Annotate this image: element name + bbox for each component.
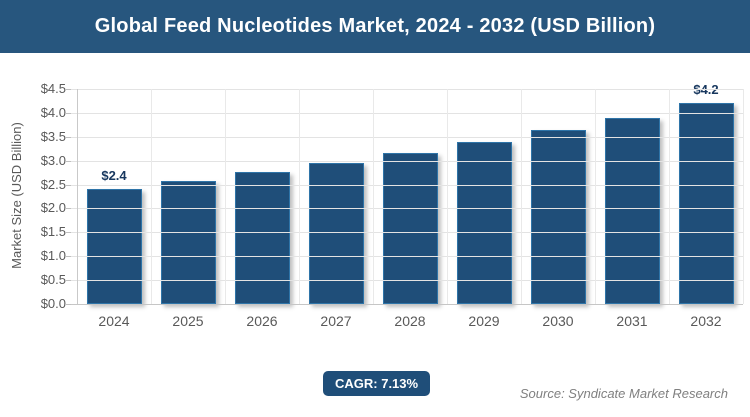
y-tick-mark bbox=[66, 136, 71, 138]
y-axis-tick-labels: $4.5 $4.0 $3.5 $3.0 $2.5 $2.0 $1.5 $1.0 $0.5 $0.0 bbox=[0, 82, 66, 311]
x-tick-label-2028: 2028 bbox=[394, 313, 426, 329]
gridline-v bbox=[669, 89, 670, 304]
gridline-v bbox=[521, 89, 522, 304]
y-tick-label: $4.0 bbox=[40, 104, 66, 120]
y-tick-label: $1.5 bbox=[40, 224, 66, 240]
source-attribution: Source: Syndicate Market Research bbox=[519, 386, 728, 401]
bar-2030 bbox=[530, 130, 586, 304]
y-tick-mark bbox=[66, 160, 71, 162]
y-axis-line bbox=[77, 89, 78, 304]
chart-title: Global Feed Nucleotides Market, 2024 - 2… bbox=[94, 15, 656, 37]
bar-2026 bbox=[234, 172, 290, 304]
bar-value-label-2024: $2.4 bbox=[101, 168, 127, 184]
bar-chart: Market Size (USD Billion) $4.5 $4.0 $3.5 $3… bbox=[0, 53, 750, 362]
y-tick-label: $0.0 bbox=[40, 296, 66, 311]
y-tick-mark bbox=[66, 280, 71, 282]
x-tick-label-2025: 2025 bbox=[172, 313, 204, 329]
x-tick-label-2026: 2026 bbox=[246, 313, 278, 329]
gridline-h bbox=[71, 136, 743, 138]
gridline-v bbox=[595, 89, 596, 304]
plot-area: $2.4 $4.2 2024 2025 2026 2027 2028 2029 2030 203… bbox=[66, 82, 744, 329]
chart-footer: CAGR: 7.13% Source: Syndicate Market Res… bbox=[0, 362, 750, 417]
gridline-h bbox=[71, 304, 743, 305]
x-tick-label-2030: 2030 bbox=[542, 313, 574, 329]
gridline-v bbox=[225, 89, 226, 304]
y-tick-label: $2.0 bbox=[40, 200, 66, 216]
y-tick-label: $1.0 bbox=[40, 248, 66, 264]
x-axis-tick-labels: 2024 2025 2026 2027 2028 2029 2030 2031 2032 bbox=[77, 313, 743, 333]
gridline-h bbox=[71, 89, 743, 90]
gridline-h bbox=[71, 232, 743, 234]
gridline-h bbox=[71, 184, 743, 186]
y-tick-mark bbox=[66, 184, 71, 186]
x-tick-label-2031: 2031 bbox=[616, 313, 648, 329]
y-tick-mark bbox=[66, 89, 71, 90]
y-tick-label: $0.5 bbox=[40, 272, 66, 288]
bar-2025 bbox=[160, 180, 216, 304]
x-tick-label-2029: 2029 bbox=[468, 313, 500, 329]
gridline-v bbox=[299, 89, 300, 304]
x-tick-label-2024: 2024 bbox=[98, 313, 130, 329]
bar-2024 bbox=[86, 189, 142, 304]
gridline-h bbox=[71, 280, 743, 282]
bar-2031 bbox=[604, 117, 660, 304]
cagr-badge: CAGR: 7.13% bbox=[323, 371, 431, 396]
chart-title-bar: Global Feed Nucleotides Market, 2024 - 2… bbox=[0, 0, 750, 53]
gridline-v bbox=[743, 89, 744, 304]
gridline-v bbox=[447, 89, 448, 304]
bars-group: $2.4 $4.2 bbox=[77, 82, 743, 304]
gridline-v bbox=[373, 89, 374, 304]
y-tick-mark bbox=[66, 112, 71, 114]
y-tick-label: $3.0 bbox=[40, 152, 66, 168]
y-tick-mark bbox=[66, 208, 71, 210]
bar-2028 bbox=[382, 152, 438, 304]
bar-2029 bbox=[456, 141, 512, 304]
gridline-v bbox=[151, 89, 152, 304]
x-tick-label-2032: 2032 bbox=[690, 313, 722, 329]
y-tick-mark bbox=[66, 256, 71, 258]
y-tick-label: $3.5 bbox=[40, 128, 66, 144]
y-tick-label: $2.5 bbox=[40, 176, 66, 192]
bar-2032 bbox=[678, 103, 734, 304]
gridline-h bbox=[71, 208, 743, 210]
gridline-h bbox=[71, 256, 743, 258]
y-tick-label: $4.5 bbox=[40, 81, 66, 96]
x-tick-label-2027: 2027 bbox=[320, 313, 352, 329]
gridline-h bbox=[71, 160, 743, 162]
y-tick-mark bbox=[66, 304, 71, 305]
gridline-h bbox=[71, 112, 743, 114]
y-tick-mark bbox=[66, 232, 71, 234]
